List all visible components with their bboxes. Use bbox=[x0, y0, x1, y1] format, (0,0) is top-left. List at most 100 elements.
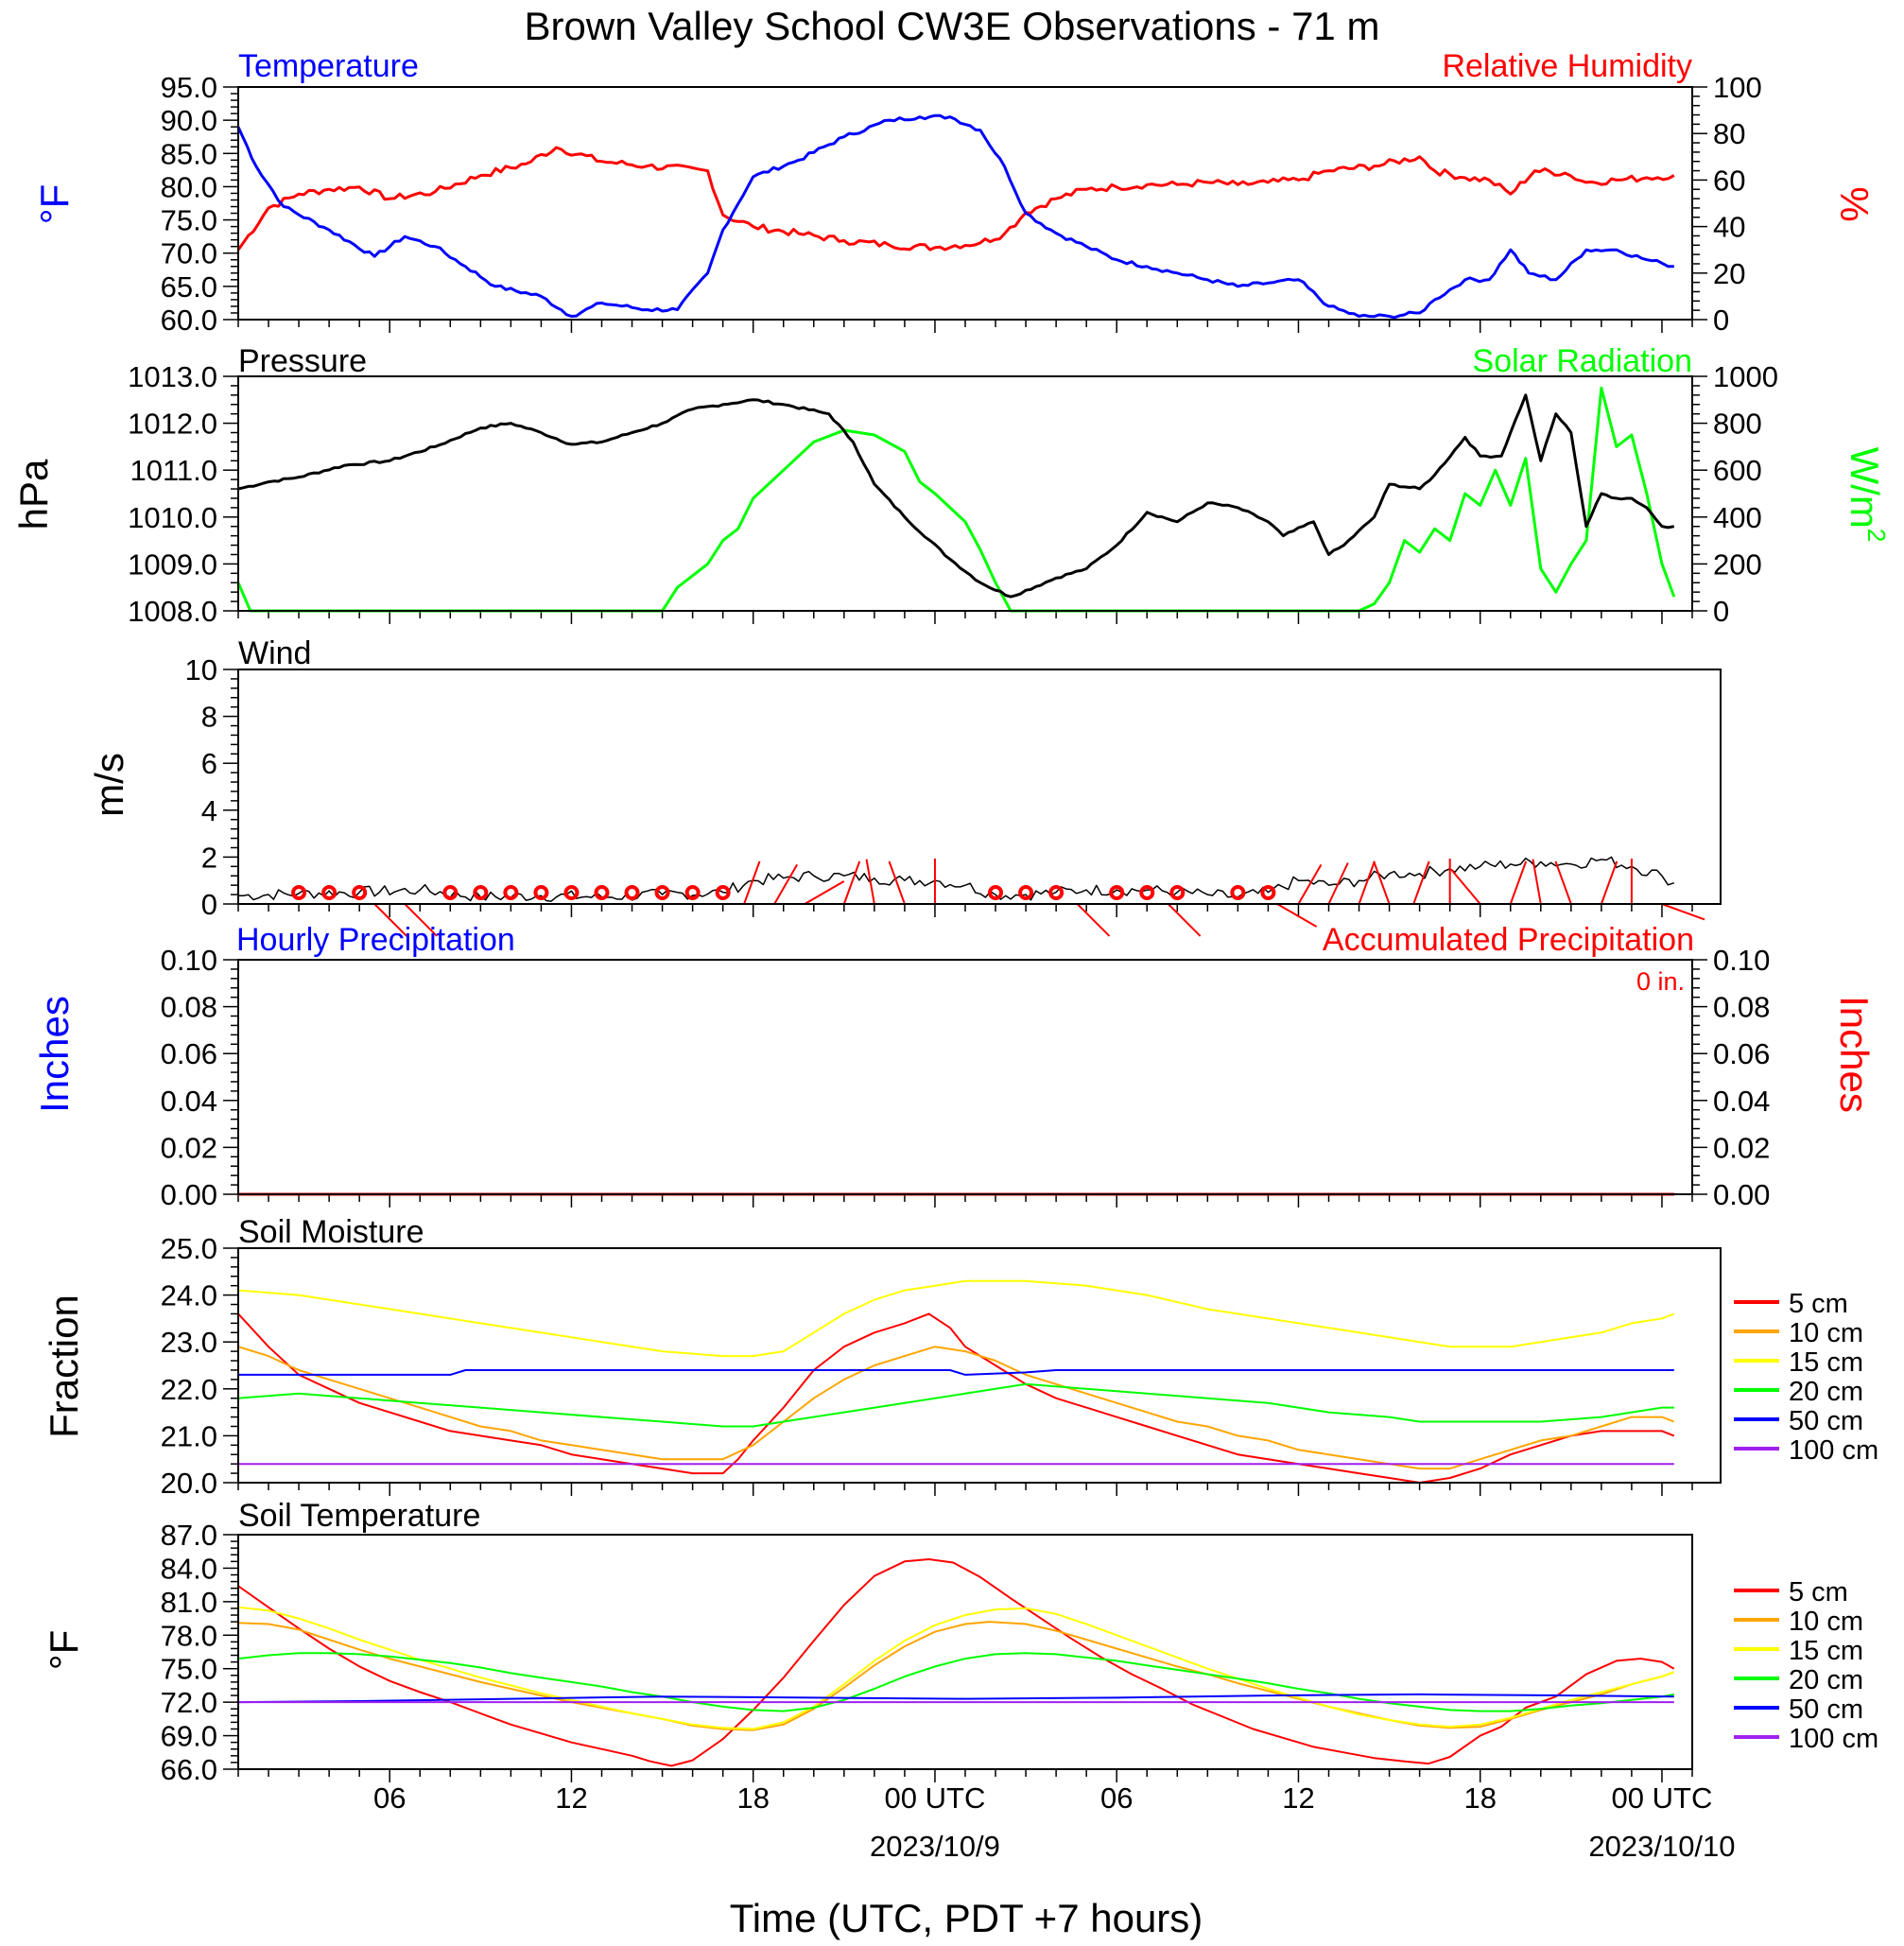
solar-tick-label: 600 bbox=[1713, 454, 1762, 487]
wind-tick-label: 10 bbox=[185, 653, 217, 686]
soil-temp-legend-label: 50 cm bbox=[1789, 1694, 1863, 1725]
wind-barb bbox=[773, 863, 799, 905]
precip-frame bbox=[237, 959, 1693, 1195]
soil-temp-tick-label: 69.0 bbox=[161, 1720, 217, 1753]
solar-axis-unit: W/m2 bbox=[1843, 447, 1891, 543]
soil-moisture-10cm-line bbox=[237, 1346, 1675, 1470]
accum-precip-total: 0 in. bbox=[1636, 967, 1685, 996]
calm-wind-marker bbox=[1260, 885, 1276, 900]
rh-tick-label: 100 bbox=[1713, 71, 1762, 104]
temp-rh-frame bbox=[237, 86, 1693, 321]
calm-wind-marker bbox=[715, 885, 731, 900]
wind-barb bbox=[1600, 860, 1618, 905]
x-date-label: 2023/10/9 bbox=[870, 1830, 1000, 1863]
soil-temp-tick-label: 72.0 bbox=[161, 1686, 217, 1719]
precip-left-tick-label: 0.02 bbox=[161, 1131, 217, 1164]
x-tick-label: 12 bbox=[555, 1781, 587, 1815]
wind-barb bbox=[865, 859, 875, 905]
x-axis-labels: 06 12 18 00 UTC 2023/10/9 06 12 18 00 UTC 2023/10… bbox=[373, 1781, 1736, 1863]
temperature-title: Temperature bbox=[238, 48, 419, 84]
wind-barb bbox=[1327, 862, 1349, 905]
soil-temp-legend-label: 10 cm bbox=[1789, 1607, 1863, 1637]
pressure-title: Pressure bbox=[238, 343, 367, 379]
calm-wind-marker bbox=[1139, 885, 1155, 900]
solar-tick-label: 1000 bbox=[1713, 360, 1778, 393]
rh-tick-label: 20 bbox=[1713, 257, 1745, 290]
pressure-solar-frame bbox=[237, 375, 1693, 612]
precip-right-tick-label: 0.00 bbox=[1713, 1178, 1770, 1211]
wind-barb bbox=[1276, 903, 1318, 928]
soil-moisture-legend-label: 100 cm bbox=[1789, 1435, 1878, 1466]
precip-right-tick-label: 0.08 bbox=[1713, 991, 1770, 1024]
calm-wind-marker bbox=[352, 885, 368, 900]
soil-temp-50cm-line bbox=[237, 1693, 1674, 1704]
calm-wind-marker bbox=[594, 885, 610, 900]
soil-moisture-tick-label: 21.0 bbox=[161, 1419, 217, 1452]
pressure-tick-label: 1009.0 bbox=[128, 547, 217, 581]
solar-tick-label: 200 bbox=[1713, 547, 1762, 581]
humidity-line bbox=[236, 146, 1675, 252]
soil-moisture-axis-unit: Fraction bbox=[42, 1294, 86, 1438]
soil-moisture-panel: Soil Moisture Fraction 25.024.023.022.02… bbox=[42, 1214, 1878, 1500]
temp-tick-label: 85.0 bbox=[161, 137, 217, 170]
wind-barb bbox=[804, 880, 845, 905]
wind-barb bbox=[1297, 863, 1323, 905]
soil-moisture-tick-label: 23.0 bbox=[161, 1326, 217, 1359]
soil-moisture-legend-label: 20 cm bbox=[1789, 1377, 1863, 1407]
soil-temp-legend-label: 100 cm bbox=[1789, 1724, 1878, 1754]
pressure-tick-label: 1010.0 bbox=[128, 501, 217, 534]
rh-tick-label: 40 bbox=[1713, 211, 1745, 244]
soil-moisture-title: Soil Moisture bbox=[238, 1214, 424, 1250]
wind-speed-line bbox=[237, 856, 1675, 902]
precip-panel: Hourly Precipitation Accumulated Precipi… bbox=[32, 922, 1877, 1211]
wind-barb bbox=[888, 860, 906, 905]
wind-barb bbox=[1358, 860, 1376, 905]
wind-barb bbox=[743, 860, 761, 905]
temp-rh-panel: Temperature Relative Humidity °F % 95.09… bbox=[32, 48, 1877, 337]
soil-moisture-frame bbox=[237, 1247, 1722, 1484]
wind-axis-unit: m/s bbox=[87, 753, 131, 817]
x-tick-label: 00 UTC bbox=[885, 1781, 986, 1815]
wind-barb bbox=[1509, 860, 1528, 905]
calm-wind-marker bbox=[1018, 885, 1034, 900]
soil-moisture-tick-label: 24.0 bbox=[161, 1279, 217, 1312]
hourly-precip-title: Hourly Precipitation bbox=[236, 922, 515, 958]
solar-tick-label: 400 bbox=[1713, 501, 1762, 534]
pressure-solar-plot: 1013.0 1012.0 1011.0 1010.0 1009.0 1008.0 1000… bbox=[128, 360, 1778, 628]
precip-left-tick-label: 0.04 bbox=[161, 1085, 217, 1118]
wind-barb bbox=[1076, 903, 1111, 937]
temperature-line bbox=[236, 113, 1674, 320]
calm-wind-marker bbox=[563, 885, 580, 900]
soil-moisture-tick-label: 20.0 bbox=[161, 1467, 217, 1500]
wind-panel: Wind m/s 10 8 6 4 2 0 bbox=[87, 635, 1722, 937]
wind-barb bbox=[1554, 860, 1572, 905]
soil-moisture-legend-label: 15 cm bbox=[1789, 1347, 1863, 1378]
pressure-tick-label: 1008.0 bbox=[128, 595, 217, 628]
soil-temp-legend-label: 20 cm bbox=[1789, 1665, 1863, 1695]
temp-tick-label: 65.0 bbox=[161, 270, 217, 304]
solar-unit-base: W/m bbox=[1843, 447, 1887, 529]
soil-moisture-20cm-line bbox=[237, 1382, 1674, 1428]
wind-barb bbox=[1373, 860, 1391, 905]
soil-temp-legend-label: 15 cm bbox=[1789, 1636, 1863, 1666]
precip-right-unit: Inches bbox=[1832, 996, 1877, 1113]
solar-unit-superscript: 2 bbox=[1862, 529, 1891, 542]
x-tick-label: 06 bbox=[1100, 1781, 1133, 1815]
wind-barb bbox=[1412, 860, 1430, 905]
calm-wind-marker bbox=[1048, 885, 1065, 900]
wind-tick-label: 2 bbox=[201, 841, 217, 874]
soil-temp-15cm-line bbox=[237, 1606, 1675, 1730]
wind-barb bbox=[842, 860, 861, 905]
temp-tick-label: 90.0 bbox=[161, 104, 217, 137]
solar-tick-label: 0 bbox=[1713, 595, 1729, 628]
calm-wind-marker bbox=[533, 885, 549, 900]
precip-left-tick-label: 0.08 bbox=[161, 991, 217, 1024]
soil-moisture-tick-label: 22.0 bbox=[161, 1373, 217, 1406]
precip-left-unit: Inches bbox=[32, 996, 77, 1113]
precip-left-tick-label: 0.10 bbox=[161, 944, 217, 977]
pressure-tick-label: 1011.0 bbox=[130, 454, 217, 487]
calm-wind-marker bbox=[988, 885, 1004, 900]
rh-tick-label: 60 bbox=[1713, 164, 1745, 197]
calm-wind-marker bbox=[321, 885, 338, 900]
